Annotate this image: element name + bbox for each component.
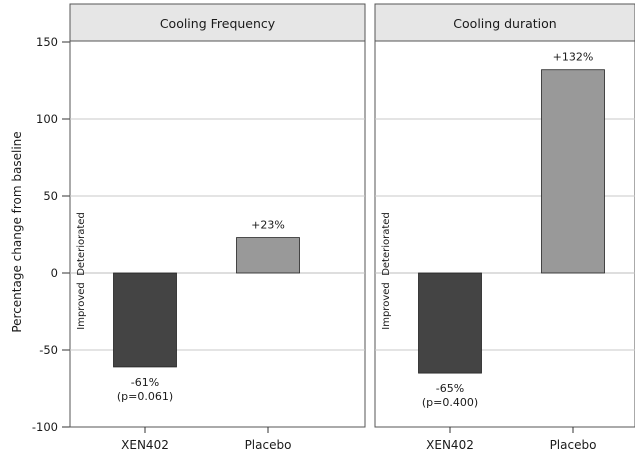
y-tick-label: 150 xyxy=(36,35,58,49)
panel-2: Cooling duration Deteriorated Improved -65%… xyxy=(374,3,635,452)
x-tick-label: Placebo xyxy=(550,438,597,452)
y-axis-title: Percentage change from baseline xyxy=(10,131,24,332)
data-label: +23% xyxy=(251,219,285,232)
bar-placebo xyxy=(541,69,605,274)
x-tick-label: XEN402 xyxy=(121,438,169,452)
y-tick-label: -100 xyxy=(32,420,58,434)
data-label: (p=0.400) xyxy=(422,396,478,409)
data-label: -65% xyxy=(436,382,464,395)
improved-label: Improved xyxy=(381,282,392,329)
deteriorated-label: Deteriorated xyxy=(381,212,392,276)
plot-frame xyxy=(69,40,366,428)
panel-title: Cooling Frequency xyxy=(160,16,276,31)
improved-label: Improved xyxy=(76,282,87,329)
x-tick-label: Placebo xyxy=(245,438,292,452)
bar-xen402 xyxy=(418,272,482,374)
x-tick-label: XEN402 xyxy=(426,438,474,452)
data-label: (p=0.061) xyxy=(117,390,173,403)
bar-xen402 xyxy=(113,272,177,368)
panel-1: Cooling Frequency Deteriorated Improved -61… xyxy=(69,3,366,452)
deteriorated-label: Deteriorated xyxy=(76,212,87,276)
panels: 150 100 50 0 -50 -100 Cooling Frequency Deterio… xyxy=(32,3,635,452)
data-label: -61% xyxy=(131,376,159,389)
y-tick-label: 100 xyxy=(36,112,58,126)
y-tick-label: -50 xyxy=(39,343,58,357)
y-tick-label: 50 xyxy=(43,189,58,203)
panel-title: Cooling duration xyxy=(453,16,556,31)
bar-placebo xyxy=(236,237,300,274)
data-label: +132% xyxy=(553,51,594,64)
y-tick-label: 0 xyxy=(51,266,58,280)
